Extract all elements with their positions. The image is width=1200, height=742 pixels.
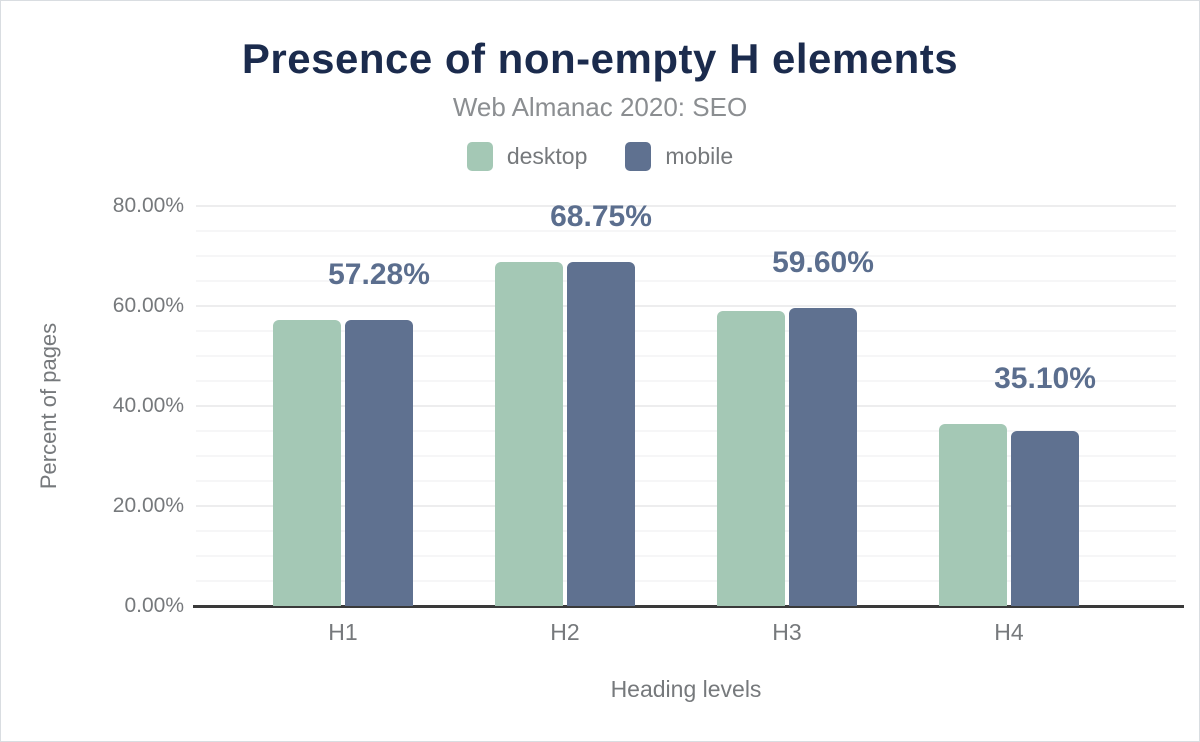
y-tick-label: 0.00% [124, 594, 184, 617]
y-axis-ticks: 0.00% 20.00% 40.00% 60.00% 80.00% [1, 194, 184, 617]
gridline-15 [196, 530, 1176, 532]
data-label-h3: 59.60% [772, 246, 874, 279]
gridline-45 [196, 380, 1176, 382]
bar-desktop-h1 [273, 320, 341, 606]
gridline-40 [196, 405, 1176, 407]
data-label-h2: 68.75% [550, 200, 652, 233]
desktop-swatch-icon [466, 142, 493, 171]
chart-title: Presence of non-empty H elements [241, 35, 959, 82]
legend-item-mobile: mobile [625, 142, 733, 171]
gridline-70 [196, 255, 1176, 257]
y-tick-label: 60.00% [112, 294, 184, 317]
gridline-65 [196, 280, 1176, 282]
bar-desktop-h4 [939, 423, 1007, 606]
gridline-30 [196, 455, 1176, 457]
y-tick-label: 80.00% [112, 194, 184, 217]
bar-mobile-h4 [1011, 430, 1079, 606]
gridline-75 [196, 230, 1176, 232]
gridline-50 [196, 355, 1176, 357]
bar-desktop-h3 [717, 311, 785, 606]
x-tick-label-h2: H2 [550, 619, 580, 645]
x-axis-title: Heading levels [610, 676, 762, 702]
gridline-55 [196, 330, 1176, 332]
legend-label-desktop: desktop [506, 143, 588, 169]
gridline-35 [196, 430, 1176, 432]
gridline-80 [196, 205, 1176, 207]
x-tick-label-h3: H3 [772, 619, 802, 645]
legend-item-desktop: desktop [466, 142, 588, 171]
x-axis-line [193, 605, 1184, 608]
legend-label-mobile: mobile [665, 143, 734, 169]
bar-desktop-h2 [495, 262, 563, 606]
x-tick-label-h1: H1 [328, 619, 358, 645]
gridline-60 [196, 305, 1176, 307]
bar-mobile-h2 [567, 262, 635, 606]
plot-area: 57.28% H1 68.75% H2 59.60% H3 35.10% H4 [193, 200, 1184, 645]
gridline-5 [196, 580, 1176, 582]
x-tick-label-h4: H4 [994, 619, 1024, 645]
y-tick-label: 20.00% [112, 494, 184, 517]
chart-subtitle: Web Almanac 2020: SEO [452, 92, 748, 122]
legend: desktop mobile [1, 142, 1199, 171]
bar-mobile-h1 [345, 319, 413, 606]
bar-mobile-h3 [789, 308, 857, 606]
mobile-swatch-icon [625, 142, 652, 171]
gridline-20 [196, 505, 1176, 507]
data-label-h4: 35.10% [994, 361, 1096, 395]
y-tick-label: 40.00% [112, 394, 184, 417]
data-label-h1: 57.28% [328, 257, 430, 291]
gridline-10 [196, 555, 1176, 557]
gridline-25 [196, 480, 1176, 482]
